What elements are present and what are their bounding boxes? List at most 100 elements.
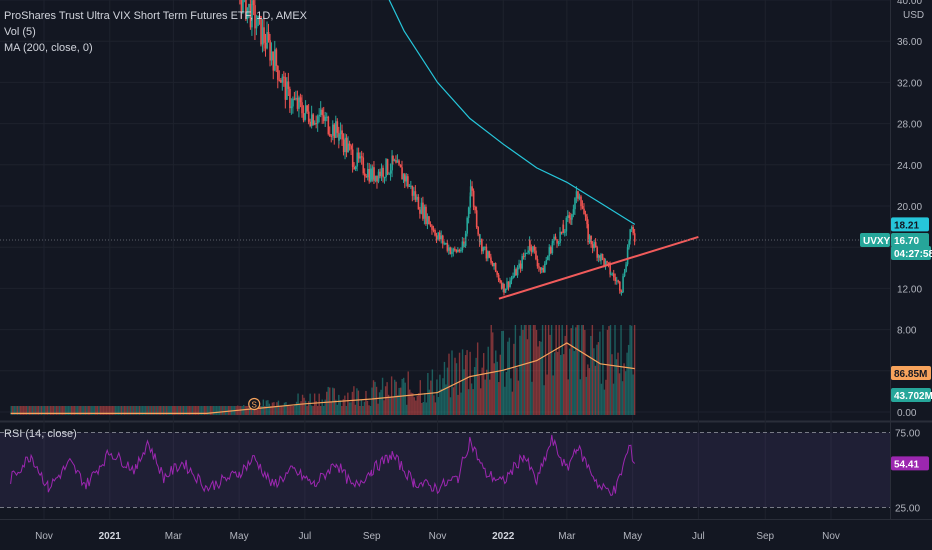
volume-bar bbox=[43, 406, 46, 415]
candle-body bbox=[472, 190, 475, 207]
candle-body bbox=[266, 32, 268, 49]
candle-body bbox=[353, 166, 356, 170]
candle-body bbox=[277, 65, 279, 80]
volume-bar bbox=[153, 406, 156, 415]
volume-bar bbox=[163, 406, 165, 415]
volume-bar bbox=[360, 400, 363, 415]
candle-body bbox=[477, 226, 479, 235]
price-tick-label: 36.00 bbox=[897, 37, 922, 48]
volume-bar bbox=[101, 406, 103, 415]
volume-bar bbox=[223, 406, 225, 415]
volume-bar bbox=[200, 406, 203, 415]
volume-bar bbox=[523, 325, 526, 415]
candle-body bbox=[502, 283, 505, 289]
volume-bar bbox=[30, 406, 32, 415]
candle-body bbox=[557, 242, 560, 244]
volume-bar bbox=[318, 393, 320, 415]
volume-bar bbox=[454, 357, 456, 415]
volume-bar bbox=[90, 406, 92, 415]
candle-body bbox=[469, 186, 472, 197]
volume-bar bbox=[579, 379, 581, 415]
candle-body bbox=[289, 88, 291, 109]
candle-body bbox=[574, 198, 576, 210]
volume-bar bbox=[624, 371, 627, 415]
volume-bar bbox=[347, 392, 349, 415]
candle-body bbox=[630, 227, 633, 230]
volume-bar bbox=[57, 406, 59, 415]
price-tick-label: 20.00 bbox=[897, 202, 922, 213]
candle-body bbox=[584, 214, 587, 217]
candle-body bbox=[286, 81, 288, 100]
candle-body bbox=[613, 273, 615, 278]
volume-bar bbox=[617, 352, 619, 415]
volume-bar bbox=[578, 325, 580, 415]
time-tick-label: Nov bbox=[822, 531, 840, 542]
candle-body bbox=[524, 253, 526, 257]
candle-body bbox=[319, 109, 322, 115]
volume-bar bbox=[418, 393, 420, 415]
candle-body bbox=[389, 170, 392, 174]
candle-body bbox=[600, 254, 602, 261]
candle-body bbox=[267, 32, 270, 41]
volume-bar bbox=[404, 382, 406, 415]
volume-bar bbox=[253, 406, 255, 415]
volume-bar bbox=[147, 406, 150, 415]
rsi-legend[interactable]: RSI (14, close) bbox=[4, 428, 77, 440]
candle-body bbox=[264, 42, 267, 49]
volume-bar bbox=[161, 406, 163, 415]
volume-bar bbox=[80, 406, 82, 415]
candle-body bbox=[298, 97, 300, 109]
volume-bar bbox=[150, 406, 153, 415]
candle-body bbox=[510, 278, 513, 281]
candle-body bbox=[371, 167, 374, 180]
candle-body bbox=[368, 168, 371, 182]
volume-bar bbox=[73, 406, 76, 415]
volume-bar bbox=[559, 354, 562, 415]
volume-bar bbox=[621, 381, 624, 415]
candle-body bbox=[570, 218, 572, 220]
volume-bar bbox=[227, 406, 230, 415]
candle-body bbox=[625, 264, 627, 272]
volume-bar bbox=[461, 349, 464, 415]
volume-bar bbox=[587, 364, 589, 415]
candle-body bbox=[376, 175, 378, 182]
volume-bar bbox=[16, 406, 19, 415]
volume-bar bbox=[505, 371, 508, 415]
volume-bar bbox=[312, 406, 314, 415]
last-price-tag-bg bbox=[891, 232, 929, 247]
volume-bar bbox=[594, 365, 597, 415]
candle-body bbox=[458, 249, 461, 252]
volume-legend[interactable]: Vol (5) bbox=[4, 26, 36, 38]
candle-body bbox=[512, 275, 514, 279]
volume-bar bbox=[172, 406, 174, 415]
candle-body bbox=[410, 185, 412, 187]
candle-body bbox=[620, 290, 623, 293]
candle-body bbox=[399, 164, 402, 168]
ma-legend[interactable]: MA (200, close, 0) bbox=[4, 42, 93, 54]
candle-body bbox=[628, 240, 630, 248]
split-event-label: S bbox=[252, 401, 257, 410]
volume-bar bbox=[78, 406, 80, 415]
volume-bar bbox=[359, 406, 361, 415]
volume-bar bbox=[351, 391, 354, 415]
volume-bar bbox=[72, 406, 74, 415]
candle-body bbox=[536, 259, 539, 267]
candle-body bbox=[327, 116, 330, 134]
candle-body bbox=[560, 231, 563, 233]
candle-body bbox=[283, 76, 285, 78]
candle-body bbox=[304, 105, 307, 114]
volume-bar bbox=[338, 394, 340, 415]
volume-bar bbox=[206, 406, 209, 415]
candle-body bbox=[359, 156, 362, 159]
candle-body bbox=[414, 191, 417, 200]
volume-bar bbox=[499, 354, 501, 415]
candle-body bbox=[401, 167, 403, 180]
rsi-line bbox=[10, 434, 636, 497]
volume-bar bbox=[304, 400, 307, 415]
volume-bar bbox=[552, 375, 554, 415]
volume-bar bbox=[134, 406, 136, 415]
volume-bar bbox=[615, 359, 618, 415]
volume-bar bbox=[268, 403, 271, 415]
volume-bar bbox=[564, 335, 566, 415]
